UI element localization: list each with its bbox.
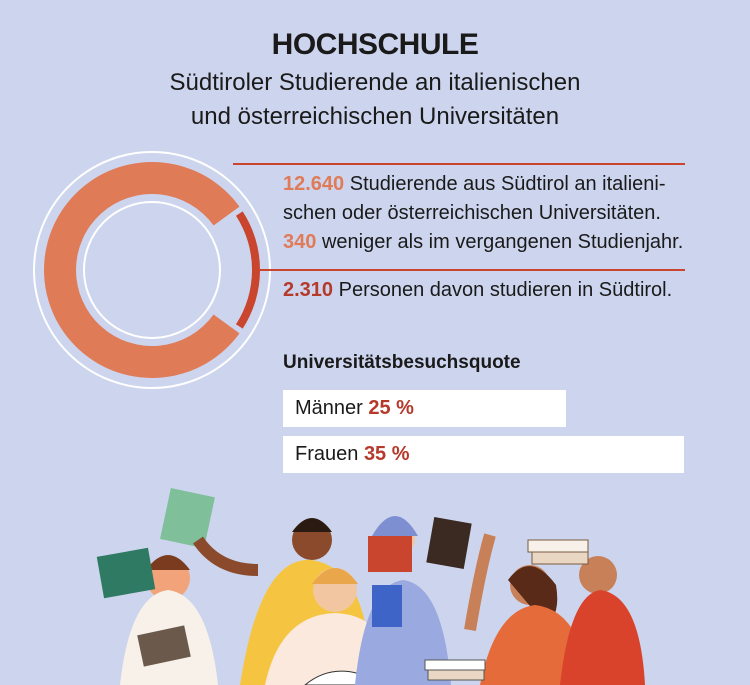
subtitle-line-2: und österreichischen Universitäten — [190, 103, 560, 130]
quota-heading: Universitätsbesuchsquote — [283, 352, 521, 373]
donut-slice-other — [44, 162, 240, 378]
donut-inner-ring — [83, 201, 221, 339]
book-icon — [427, 669, 485, 681]
donut-slice-suedtirol — [235, 211, 260, 329]
book-icon — [368, 536, 412, 572]
donut-chart — [33, 151, 271, 389]
page-subtitle: Südtiroler Studierende an italienischen … — [0, 66, 750, 134]
stat-total-number: 12.640 — [283, 173, 345, 195]
book-icon — [531, 551, 589, 565]
student-shirt — [480, 605, 590, 685]
leader-line-total — [233, 163, 685, 165]
quota-women-value: 35 % — [363, 443, 410, 465]
stat-local-block: 2.310 Personen davon studieren in Südtir… — [283, 276, 672, 305]
quota-men-label: Männer — [295, 397, 363, 419]
quota-men-value: 25 % — [368, 397, 414, 419]
quota-women-label: Frauen — [295, 443, 359, 465]
page-title: HOCHSCHULE — [271, 28, 479, 61]
book-icon — [96, 547, 156, 599]
student-head — [579, 556, 617, 594]
stat-total-text1: Studierende aus Südtirol an italieni- — [349, 173, 666, 195]
stat-decline-text: weniger als im vergangenen Studienjahr. — [321, 231, 684, 253]
stat-decline-number: 340 — [283, 231, 317, 253]
quota-men-bar: Männer 25 % — [283, 390, 566, 427]
student-hair — [312, 568, 358, 584]
stat-local-number: 2.310 — [283, 279, 334, 301]
leader-line-local — [258, 269, 685, 271]
student-hair — [146, 555, 190, 570]
students-reading-illustration — [96, 487, 645, 685]
student-arm — [193, 536, 259, 576]
book-icon — [527, 539, 589, 553]
student-hair — [372, 516, 418, 536]
stat-total-line1: 12.640 Studierende aus Südtirol an itali… — [283, 170, 683, 199]
stat-total-text2: schen oder österreichischen Universitäte… — [283, 202, 661, 224]
book-icon — [137, 625, 191, 667]
book-icon — [160, 487, 215, 549]
stat-local-line: 2.310 Personen davon studieren in Südtir… — [283, 276, 672, 305]
stat-local-text: Personen davon studieren in Südtirol. — [338, 279, 673, 301]
student-shirt — [560, 590, 645, 685]
stat-decline-line: 340 weniger als im vergangenen Studienja… — [283, 228, 683, 257]
phone-icon — [372, 585, 402, 627]
book-icon — [426, 517, 472, 569]
student-arm — [464, 533, 496, 631]
subtitle-line-1: Südtiroler Studierende an italienischen — [169, 69, 581, 96]
quota-women-bar: Frauen 35 % — [283, 436, 684, 473]
book-icon — [424, 659, 486, 671]
student-hair — [292, 518, 332, 532]
donut-slices — [44, 162, 260, 378]
stat-total-block: 12.640 Studierende aus Südtirol an itali… — [283, 170, 683, 257]
